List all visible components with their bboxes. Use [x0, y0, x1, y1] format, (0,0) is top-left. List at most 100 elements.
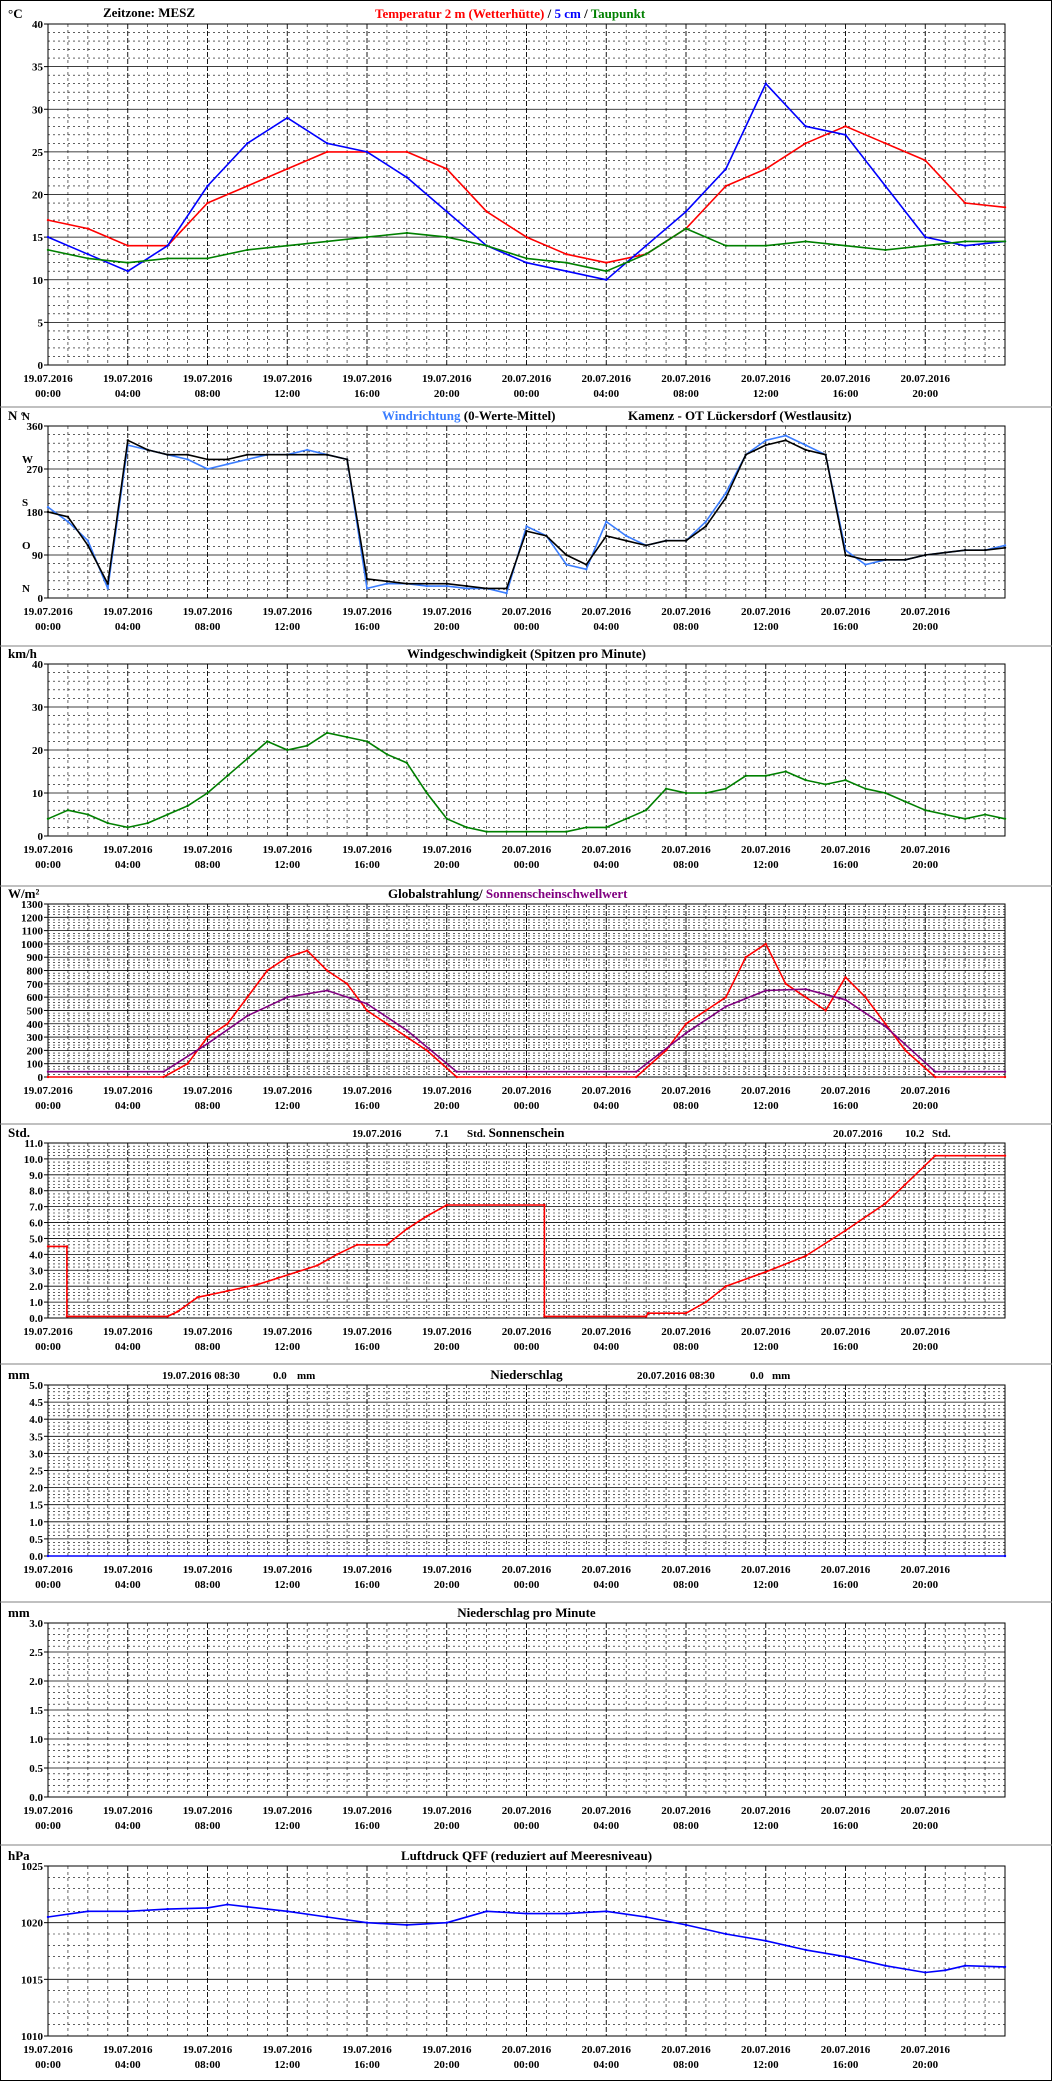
data-point — [724, 167, 728, 171]
data-point — [1003, 1554, 1007, 1558]
x-tick-date: 19.07.2016 — [342, 1326, 392, 1338]
data-point — [684, 1312, 688, 1315]
x-tick-date: 19.07.2016 — [422, 1085, 472, 1097]
x-tick-time: 16:00 — [354, 2059, 380, 2071]
x-tick-date: 20.07.2016 — [582, 2044, 632, 2056]
x-tick-time: 04:00 — [593, 1579, 619, 1591]
x-tick-time: 16:00 — [354, 1341, 380, 1353]
data-point — [864, 996, 867, 999]
data-point — [864, 787, 867, 790]
data-point — [335, 1253, 339, 1256]
x-tick-date: 19.07.2016 — [103, 1564, 153, 1576]
chart-panel-precipitation: 0.00.51.01.52.02.53.03.54.04.55.0mm19.07… — [8, 1367, 1007, 1591]
x-tick-time: 20:00 — [434, 2059, 460, 2071]
y-tick-label: 4.0 — [29, 1414, 43, 1426]
data-point — [316, 1264, 319, 1267]
x-tick-date: 19.07.2016 — [422, 606, 472, 618]
data-point — [764, 167, 767, 171]
x-tick-time: 16:00 — [833, 1820, 859, 1832]
y-tick-label: 1200 — [21, 912, 44, 924]
chart-title-part: Taupunkt — [591, 6, 646, 21]
data-point — [306, 448, 309, 452]
day-total-value: 0.0 — [750, 1370, 764, 1382]
x-tick-date: 20.07.2016 — [821, 1085, 871, 1097]
x-tick-time: 20:00 — [912, 1341, 938, 1353]
y-tick-label: 1015 — [21, 1974, 44, 1986]
data-point — [485, 587, 488, 590]
y-tick-label: 40 — [32, 19, 44, 31]
day-total-unit: mm — [297, 1370, 315, 1382]
x-tick-date: 19.07.2016 — [422, 2044, 472, 2056]
data-point — [65, 1245, 69, 1248]
data-point — [884, 558, 887, 561]
data-point — [844, 976, 847, 979]
data-point — [325, 240, 329, 243]
x-tick-date: 20.07.2016 — [821, 373, 871, 385]
x-tick-time: 08:00 — [673, 859, 699, 871]
data-point — [246, 1905, 249, 1909]
data-point — [764, 989, 767, 992]
unit-label: mm — [8, 1367, 30, 1382]
unit-label: °C — [8, 6, 23, 21]
data-point — [585, 826, 588, 829]
data-point — [445, 584, 448, 588]
data-point — [724, 996, 728, 999]
data-point — [934, 1154, 937, 1157]
y-tick-label: 10 — [32, 788, 44, 800]
x-tick-time: 12:00 — [274, 1341, 300, 1353]
y-tick-label: 3.0 — [29, 1448, 43, 1460]
data-point — [764, 1270, 767, 1274]
chart-panel-temperature: 0 5 10 15 20 25 30 35 40 °C 19.07.2016 00:00 19.07.2… — [8, 5, 1007, 400]
data-point — [1003, 1075, 1007, 1079]
y-tick-label: 0 — [38, 360, 44, 372]
x-tick-date: 19.07.2016 — [103, 606, 153, 618]
data-point — [904, 1049, 907, 1052]
data-point — [505, 592, 508, 595]
x-tick-time: 00:00 — [35, 859, 61, 871]
data-point — [904, 558, 907, 561]
data-point — [166, 244, 169, 247]
x-tick-date: 20.07.2016 — [901, 606, 951, 618]
data-point — [505, 830, 508, 833]
y-tick-label: 0.5 — [29, 1763, 43, 1775]
data-point — [884, 1964, 887, 1967]
x-tick-time: 12:00 — [274, 1820, 300, 1832]
data-point — [445, 235, 448, 239]
data-point — [635, 1075, 638, 1079]
data-point — [246, 757, 249, 760]
data-point — [206, 467, 209, 471]
data-point — [176, 1310, 179, 1313]
data-point — [166, 1907, 169, 1911]
x-tick-date: 19.07.2016 — [23, 373, 73, 385]
data-point — [644, 1315, 648, 1318]
data-point — [983, 813, 987, 816]
data-point — [884, 142, 887, 145]
x-tick-time: 12:00 — [753, 1100, 779, 1112]
x-tick-time: 12:00 — [274, 859, 300, 871]
data-point — [226, 458, 229, 461]
data-point — [106, 587, 110, 590]
y-tick-label: 1.0 — [29, 1517, 43, 1529]
data-point — [86, 257, 90, 260]
data-point — [162, 1070, 165, 1073]
x-tick-date: 20.07.2016 — [901, 1085, 951, 1097]
y-tick-label: 25 — [32, 147, 44, 159]
x-tick-time: 16:00 — [833, 859, 859, 871]
day-total-unit: Std. — [932, 1128, 951, 1140]
data-point — [1003, 206, 1007, 209]
y-tick-label: 2.5 — [29, 1466, 43, 1478]
data-point — [206, 257, 209, 260]
y-tick-label: 1.0 — [29, 1734, 43, 1746]
data-point — [286, 748, 289, 752]
x-tick-time: 12:00 — [753, 621, 779, 633]
data-point — [445, 582, 448, 585]
data-point — [884, 791, 887, 795]
data-point — [644, 544, 648, 547]
data-point — [166, 1315, 169, 1318]
x-tick-date: 19.07.2016 — [183, 844, 233, 856]
y-tick-label: 1.0 — [29, 1297, 43, 1309]
x-tick-date: 19.07.2016 — [263, 1805, 313, 1817]
x-tick-date: 19.07.2016 — [183, 1326, 233, 1338]
